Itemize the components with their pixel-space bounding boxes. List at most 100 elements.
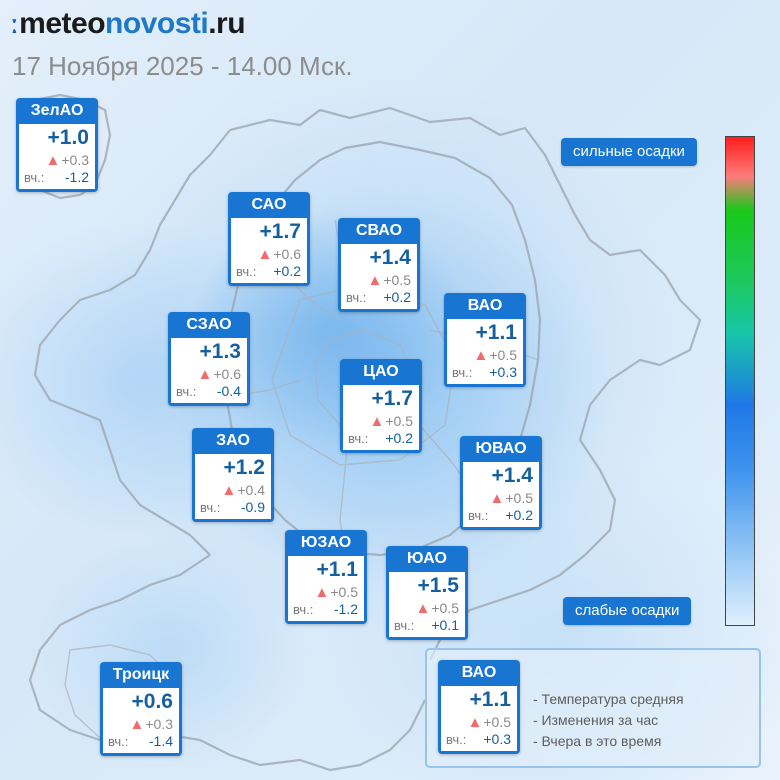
forecast-date: 17 Ноября 2025 - 14.00 Мск. (12, 51, 353, 81)
district-card-zao[interactable]: ЗАО +1.2 ▲+0.4 вч.: -0.9 (192, 428, 274, 522)
hourly-change-value: +0.6 (213, 366, 241, 382)
district-name: САО (251, 196, 287, 213)
district-card-zelao[interactable]: ЗелАО +1.0 ▲+0.3 вч.: -1.2 (16, 98, 98, 192)
card-body: +1.2 ▲+0.4 вч.: -0.9 (195, 454, 271, 519)
avg-temperature: +1.1 (475, 321, 517, 344)
card-body: +1.5 ▲+0.5 вч.: +0.1 (389, 572, 465, 637)
district-name: Троицк (112, 666, 170, 683)
triangle-up-icon: ▲ (129, 716, 145, 733)
card-body: +0.6 ▲+0.3 вч.: -1.4 (103, 688, 179, 753)
district-card-cao[interactable]: ЦАО +1.7 ▲+0.5 вч.: +0.2 (340, 359, 422, 453)
hourly-change-value: +0.5 (505, 490, 533, 506)
scale-label-light: слабые осадки (563, 597, 692, 625)
logo-text-novosti: novosti (105, 7, 209, 40)
district-card-troitsk[interactable]: Троицк +0.6 ▲+0.3 вч.: -1.4 (100, 662, 182, 756)
district-name: ВАО (461, 664, 497, 681)
yesterday-label: вч.: (108, 734, 129, 749)
card-body: +1.4 ▲+0.5 вч.: +0.2 (341, 244, 417, 309)
hourly-change-value: +0.3 (145, 716, 173, 732)
hourly-change: ▲+0.5 (315, 584, 359, 601)
yesterday-value: +0.2 (383, 289, 411, 305)
district-name: СВАО (355, 222, 403, 239)
hourly-change: ▲+0.5 (490, 490, 534, 507)
card-body: +1.0 ▲+0.3 вч.: -1.2 (19, 124, 95, 189)
avg-temperature: +1.1 (316, 558, 358, 581)
avg-temperature: +0.6 (131, 690, 173, 713)
scale-label-heavy: сильные осадки (561, 138, 697, 166)
triangle-up-icon: ▲ (314, 584, 330, 601)
yesterday-label: вч.: (293, 602, 314, 617)
district-name: ЗАО (216, 432, 250, 449)
yesterday-label: вч.: (346, 290, 367, 305)
yesterday-label: вч.: (200, 500, 221, 515)
yesterday-label: вч.: (452, 365, 473, 380)
avg-temperature: +1.5 (417, 574, 459, 597)
outer-border-north (229, 106, 702, 441)
yesterday-label: вч.: (394, 618, 415, 633)
triangle-up-icon: ▲ (197, 366, 213, 383)
yesterday-label: вч.: (176, 384, 197, 399)
district-card-szao[interactable]: СЗАО +1.3 ▲+0.6 вч.: -0.4 (168, 312, 250, 406)
card-body: +1.1 ▲+0.5 вч.: -1.2 (288, 556, 364, 621)
district-card-yuvao[interactable]: ЮВАО +1.4 ▲+0.5 вч.: +0.2 (460, 436, 542, 530)
yesterday-value: -0.9 (240, 499, 265, 515)
triangle-up-icon: ▲ (489, 490, 505, 507)
outer-border-west (33, 129, 231, 556)
hourly-change-value: +0.5 (483, 714, 511, 730)
hourly-change-value: +0.6 (273, 246, 301, 262)
yesterday-label: вч.: (24, 170, 45, 185)
hourly-change: ▲+0.6 (198, 366, 242, 383)
avg-temperature: +1.0 (47, 126, 89, 149)
hourly-change-value: +0.5 (330, 584, 358, 600)
hourly-change-value: +0.5 (385, 413, 413, 429)
hourly-change: ▲+0.5 (416, 600, 460, 617)
yesterday-label: вч.: (236, 264, 257, 279)
avg-temperature: +1.2 (223, 456, 265, 479)
logo-mark-icon: ː (10, 9, 19, 39)
yesterday-label: вч.: (468, 508, 489, 523)
triangle-up-icon: ▲ (221, 482, 237, 499)
district-card-sao[interactable]: САО +1.7 ▲+0.6 вч.: +0.2 (228, 192, 310, 286)
district-name: ЦАО (363, 363, 399, 380)
district-card-yuzao[interactable]: ЮЗАО +1.1 ▲+0.5 вч.: -1.2 (285, 530, 367, 624)
district-card-yuao[interactable]: ЮАО +1.5 ▲+0.5 вч.: +0.1 (386, 546, 468, 640)
card-body: +1.1 ▲+0.5 вч.: +0.3 (441, 686, 517, 751)
triangle-up-icon: ▲ (369, 413, 385, 430)
card-body: +1.3 ▲+0.6 вч.: -0.4 (171, 338, 247, 403)
site-logo[interactable]: ːmeteonovosti.ru (10, 6, 246, 42)
avg-temperature: +1.7 (371, 387, 413, 410)
triangle-up-icon: ▲ (45, 152, 61, 169)
hourly-change: ▲+0.5 (468, 714, 512, 731)
yesterday-value: +0.2 (273, 263, 301, 279)
yesterday-value: +0.3 (483, 731, 511, 747)
district-name: ЗелАО (30, 102, 84, 119)
logo-text-meteo: meteo (19, 7, 106, 40)
hourly-change: ▲+0.5 (474, 347, 518, 364)
yesterday-value: +0.1 (431, 617, 459, 633)
yesterday-label: вч.: (446, 732, 467, 747)
legend-line-yesterday: - Вчера в это время (533, 733, 662, 749)
legend-sample-card: ВАО +1.1 ▲+0.5 вч.: +0.3 (438, 660, 520, 754)
hourly-change: ▲+0.4 (222, 482, 266, 499)
card-body: +1.7 ▲+0.6 вч.: +0.2 (231, 218, 307, 283)
yesterday-value: -1.4 (148, 733, 173, 749)
hourly-change-value: +0.4 (237, 482, 265, 498)
hourly-change: ▲+0.6 (258, 246, 302, 263)
yesterday-value: -1.2 (333, 601, 358, 617)
yesterday-value: +0.2 (385, 430, 413, 446)
district-card-vao[interactable]: ВАО +1.1 ▲+0.5 вч.: +0.3 (444, 293, 526, 387)
district-card-svao[interactable]: СВАО +1.4 ▲+0.5 вч.: +0.2 (338, 218, 420, 312)
district-name: ЮВАО (475, 440, 527, 457)
district-name: ЮЗАО (300, 534, 352, 551)
district-name: СЗАО (186, 316, 232, 333)
yesterday-value: -0.4 (216, 383, 241, 399)
avg-temperature: +1.7 (259, 220, 301, 243)
card-body: +1.7 ▲+0.5 вч.: +0.2 (343, 385, 419, 450)
hourly-change-value: +0.5 (489, 347, 517, 363)
hourly-change-value: +0.3 (61, 152, 89, 168)
hourly-change: ▲+0.5 (370, 413, 414, 430)
hourly-change: ▲+0.3 (130, 716, 174, 733)
precipitation-color-scale (725, 136, 755, 626)
card-body: +1.1 ▲+0.5 вч.: +0.3 (447, 319, 523, 384)
logo-text-domain: .ru (208, 7, 246, 40)
